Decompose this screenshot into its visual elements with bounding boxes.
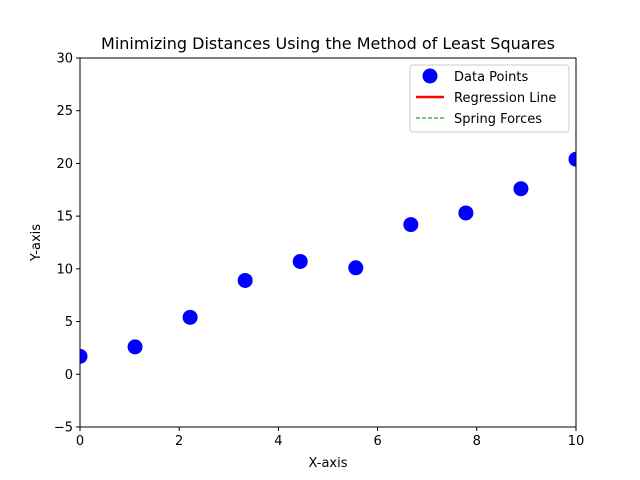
y-axis-ticks: −5 0 5 10 15 20 25 30 [54, 52, 80, 436]
data-point [182, 309, 198, 325]
y-tick-label: 15 [56, 210, 73, 225]
y-tick-label: 30 [56, 52, 73, 67]
data-points [80, 151, 576, 364]
legend-marker-data-points [422, 68, 438, 84]
x-tick-label: 0 [76, 434, 84, 449]
x-tick-label: 4 [274, 434, 282, 449]
x-tick-label: 10 [568, 434, 585, 449]
legend-label-spring-forces: Spring Forces [454, 112, 542, 127]
x-tick-label: 2 [175, 434, 183, 449]
y-axis-label: Y-axis [29, 224, 44, 262]
x-tick-label: 6 [373, 434, 381, 449]
y-tick-label: 5 [65, 315, 73, 330]
y-tick-label: 20 [56, 157, 73, 172]
data-point [292, 253, 308, 269]
data-point [403, 217, 419, 233]
data-point [237, 272, 253, 288]
legend: Data Points Regression Line Spring Force… [409, 64, 570, 133]
legend-label-data-points: Data Points [454, 70, 528, 85]
plot-frame [79, 57, 577, 428]
legend-label-regression-line: Regression Line [454, 91, 556, 106]
data-point [568, 151, 576, 167]
data-point [80, 348, 88, 364]
y-tick-label: −5 [54, 421, 73, 436]
y-tick-label: 25 [56, 104, 73, 119]
x-axis-ticks: 0 2 4 6 8 10 [76, 427, 584, 449]
data-point [458, 205, 474, 221]
data-point [513, 181, 529, 197]
data-point [348, 260, 364, 276]
y-tick-label: 0 [65, 368, 73, 383]
y-tick-label: 10 [56, 262, 73, 277]
data-point [127, 339, 143, 355]
x-axis-label: X-axis [309, 456, 348, 471]
legend-box [409, 64, 570, 133]
x-tick-label: 8 [473, 434, 481, 449]
chart-title: Minimizing Distances Using the Method of… [101, 34, 555, 53]
